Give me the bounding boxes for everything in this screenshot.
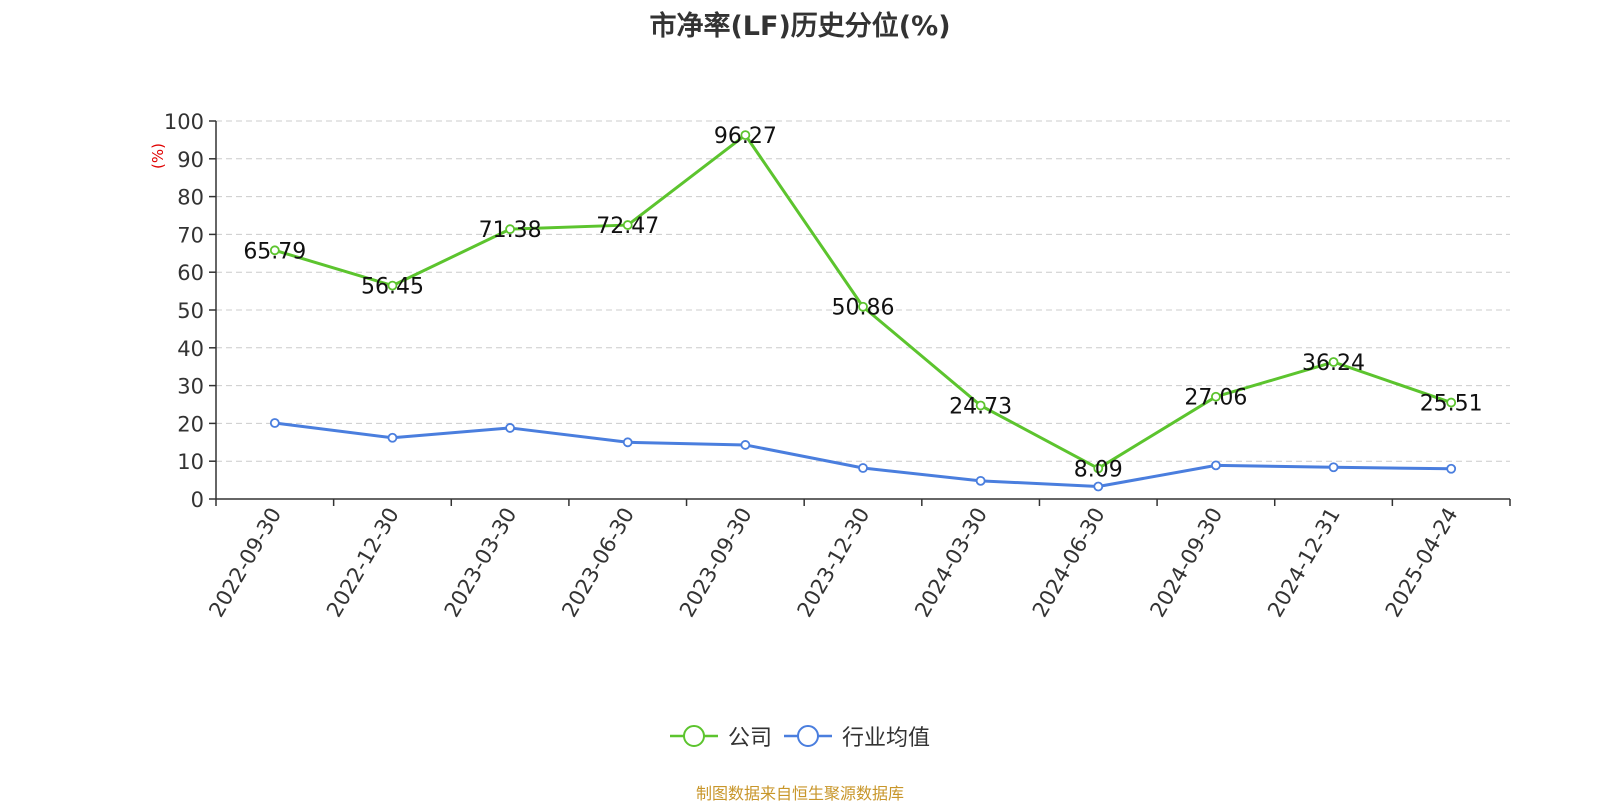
- x-tick-label: 2023-03-30: [440, 504, 522, 622]
- data-label: 96.27: [714, 124, 777, 149]
- series-line-1: [274, 421, 1452, 489]
- y-tick-label: 40: [177, 337, 204, 361]
- x-tick-label: 2024-12-31: [1263, 504, 1345, 622]
- x-tick-label: 2024-06-30: [1028, 504, 1110, 622]
- data-label: 65.79: [243, 239, 306, 264]
- data-point: [858, 463, 868, 473]
- data-label: 72.47: [596, 214, 659, 239]
- legend: 公司 行业均值: [0, 720, 1600, 752]
- data-label: 25.51: [1420, 392, 1483, 417]
- data-point: [622, 220, 633, 230]
- data-label: 27.06: [1184, 386, 1247, 411]
- data-point: [387, 432, 398, 443]
- y-tick-label: 70: [177, 223, 204, 247]
- data-label: 24.73: [949, 395, 1012, 420]
- data-point: [1211, 460, 1221, 471]
- legend-label: 公司: [727, 726, 772, 751]
- data-point: [858, 301, 868, 312]
- y-axis-label: (%): [149, 143, 167, 169]
- x-tick-label: 2022-09-30: [204, 504, 286, 622]
- data-label: 36.24: [1302, 351, 1365, 376]
- y-tick-label: 60: [177, 261, 204, 285]
- data-point: [1446, 463, 1457, 474]
- legend-item[interactable]: 公司: [669, 720, 772, 752]
- data-point: [1093, 463, 1104, 474]
- data-labels: 65.79 56.45 71.38 72.47 96.27 50.86 24.73 8.09 2…: [243, 124, 1482, 482]
- legend-item[interactable]: 行业均值: [784, 720, 930, 752]
- data-point: [505, 423, 515, 433]
- data-point: [1328, 357, 1339, 367]
- data-point: [622, 437, 633, 448]
- y-tick-label: 50: [177, 299, 204, 323]
- x-tick-label: 2022-12-30: [322, 504, 404, 622]
- data-point: [975, 475, 986, 486]
- data-point: [740, 130, 751, 140]
- x-tick-label: 2023-12-30: [793, 504, 875, 622]
- data-point: [269, 245, 280, 256]
- x-tick-label: 2023-06-30: [557, 504, 639, 622]
- y-tick-label: 80: [177, 186, 204, 210]
- data-label: 8.09: [1074, 457, 1123, 482]
- y-tick-label: 30: [177, 375, 204, 399]
- data-point: [1328, 462, 1339, 473]
- data-label: 50.86: [832, 296, 895, 321]
- data-point: [505, 224, 515, 235]
- y-tick-label: 0: [191, 488, 204, 512]
- legend-label: 行业均值: [842, 726, 931, 751]
- data-point: [269, 418, 280, 428]
- y-tick-label: 10: [177, 450, 204, 474]
- series-lines: [269, 130, 1457, 492]
- legend-swatch-icon: [784, 725, 832, 747]
- y-tick-label: 90: [177, 148, 204, 172]
- data-label: 56.45: [361, 275, 424, 300]
- data-point: [975, 400, 986, 411]
- legend-swatch-icon: [669, 725, 718, 747]
- y-tick-label: 20: [177, 412, 204, 436]
- y-tick-label: 100: [164, 110, 204, 134]
- chart-title: 市净率(LF)历史分位(%): [649, 11, 951, 42]
- data-point: [740, 440, 751, 450]
- data-label: 71.38: [479, 218, 542, 243]
- x-tick-label: 2024-03-30: [910, 504, 992, 622]
- x-tick-label: 2025-04-24: [1381, 504, 1463, 622]
- data-point: [1446, 397, 1457, 408]
- x-tick-label: 2024-09-30: [1145, 504, 1227, 622]
- grid-lines: [216, 120, 1510, 462]
- data-point: [1093, 481, 1104, 492]
- source-note: 制图数据来自恒生聚源数据库: [695, 784, 904, 803]
- x-tick-label: 2023-09-30: [675, 504, 757, 622]
- data-point: [387, 280, 398, 291]
- data-point: [1211, 391, 1221, 402]
